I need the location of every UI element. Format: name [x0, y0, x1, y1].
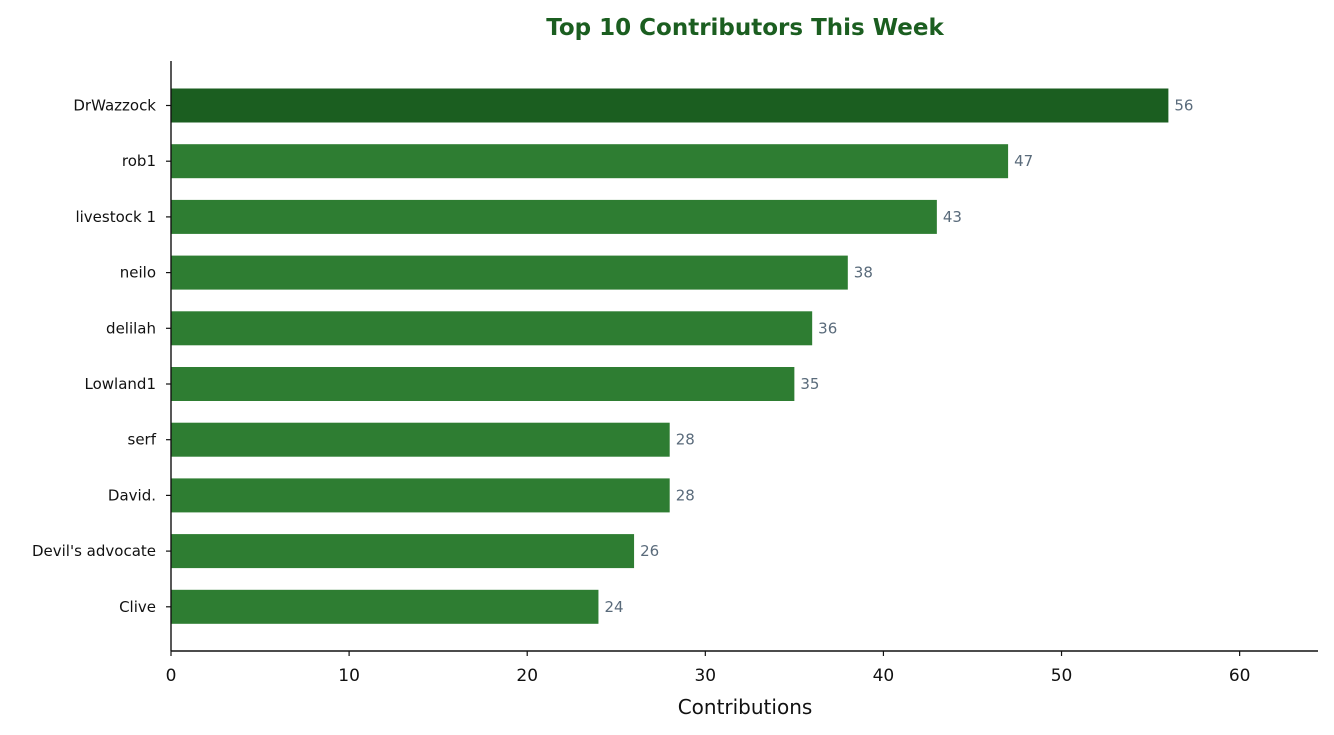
- bar: [171, 88, 1169, 123]
- bar: [171, 144, 1009, 179]
- x-tick-label: 30: [694, 666, 716, 686]
- value-label: 28: [676, 486, 695, 504]
- category-labels-layer: DrWazzock rob1 livestock 1 neilo delilah Lowl…: [32, 97, 171, 616]
- value-label: 36: [818, 319, 837, 337]
- bar: [171, 311, 813, 346]
- category-label: serf: [128, 431, 157, 449]
- value-label: 26: [640, 542, 659, 560]
- value-label: 43: [943, 208, 962, 226]
- category-label: livestock 1: [75, 208, 156, 226]
- value-label: 47: [1014, 152, 1033, 170]
- x-tick-label: 10: [338, 666, 360, 686]
- value-label: 24: [604, 598, 623, 616]
- x-tick-label: 40: [873, 666, 895, 686]
- category-label: David.: [108, 486, 156, 504]
- x-tick-label: 60: [1229, 666, 1251, 686]
- x-ticks-layer: 0 10 20 30 40 50 60: [166, 651, 1251, 686]
- bar: [171, 255, 848, 290]
- bar: [171, 478, 670, 513]
- category-label: neilo: [120, 264, 156, 282]
- chart-title: Top 10 Contributors This Week: [546, 15, 944, 41]
- category-label: Clive: [119, 598, 156, 616]
- bar: [171, 534, 635, 569]
- value-label: 38: [854, 264, 873, 282]
- category-label: rob1: [122, 152, 156, 170]
- category-label: Devil's advocate: [32, 542, 156, 560]
- x-tick-label: 0: [166, 666, 177, 686]
- bars-layer: [171, 88, 1169, 624]
- category-label: DrWazzock: [73, 97, 156, 115]
- category-label: delilah: [106, 319, 156, 337]
- value-labels-layer: 56 47 43 38 36 35 28 28 26 24: [604, 97, 1193, 616]
- bar: [171, 589, 599, 624]
- bar: [171, 422, 670, 457]
- value-label: 28: [676, 431, 695, 449]
- x-tick-label: 20: [516, 666, 538, 686]
- bar: [171, 367, 795, 401]
- value-label: 35: [800, 375, 819, 393]
- x-tick-label: 50: [1051, 666, 1073, 686]
- value-label: 56: [1174, 97, 1193, 115]
- x-axis-title: Contributions: [678, 695, 813, 719]
- bar: [171, 199, 937, 234]
- category-label: Lowland1: [85, 375, 156, 393]
